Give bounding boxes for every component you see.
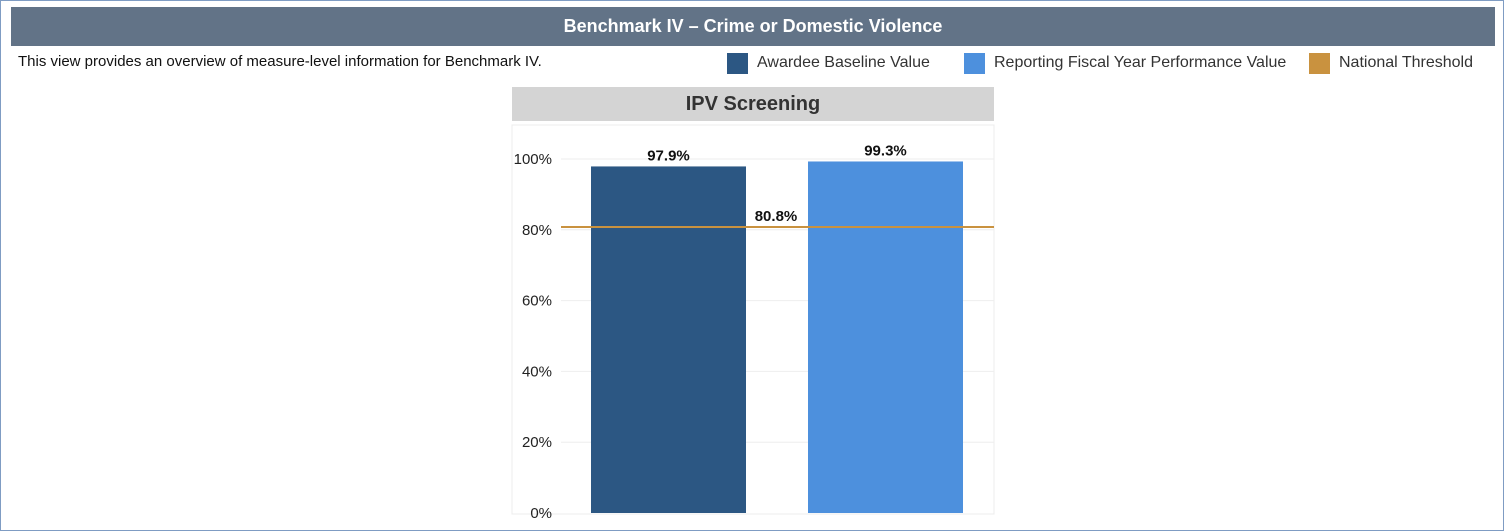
legend-swatch-performance	[964, 53, 985, 74]
legend-label-threshold: National Threshold	[1339, 54, 1474, 71]
y-tick-label: 80%	[522, 222, 552, 239]
y-tick-label: 60%	[522, 293, 552, 310]
bar-value-label: 99.3%	[864, 142, 907, 159]
view-description: This view provides an overview of measur…	[18, 53, 542, 70]
y-axis-ticks: 0% 20% 40% 60% 80% 100%	[514, 151, 552, 522]
bar-2	[808, 161, 963, 513]
y-tick-label: 0%	[530, 505, 552, 522]
y-tick-label: 40%	[522, 363, 552, 380]
legend-swatch-threshold	[1309, 53, 1330, 74]
legend-label-baseline: Awardee Baseline Value	[757, 54, 930, 71]
legend: Awardee Baseline Value Reporting Fiscal …	[1, 53, 1504, 77]
y-tick-label: 100%	[514, 151, 552, 168]
chart-title: IPV Screening	[512, 87, 994, 121]
bar-1	[591, 166, 746, 513]
bar-value-label: 97.9%	[647, 147, 690, 164]
data-labels: 97.9% 99.3% 80.8%	[647, 142, 907, 224]
legend-swatch-baseline	[727, 53, 748, 74]
page-title: Benchmark IV – Crime or Domestic Violenc…	[11, 7, 1495, 46]
plot-area-border	[511, 124, 995, 515]
bars	[591, 161, 963, 513]
y-tick-label: 20%	[522, 434, 552, 451]
threshold-value-label: 80.8%	[755, 208, 798, 225]
legend-label-performance: Reporting Fiscal Year Performance Value	[994, 54, 1287, 71]
